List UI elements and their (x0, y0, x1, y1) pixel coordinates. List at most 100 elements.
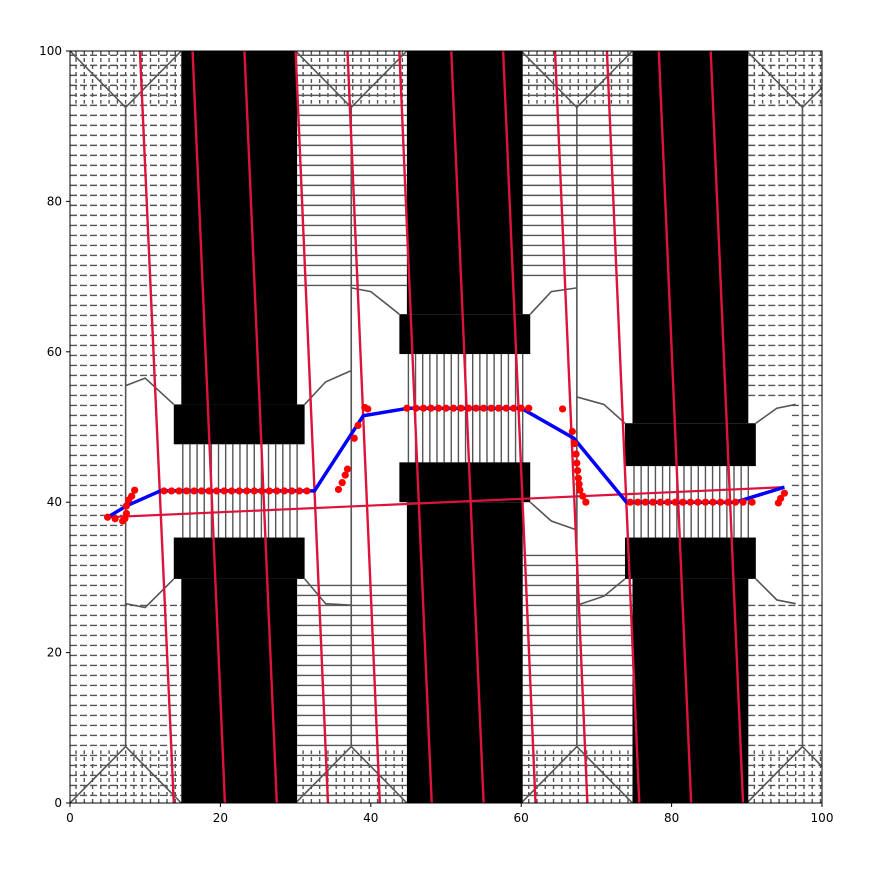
waypoint-marker (334, 485, 343, 494)
waypoint-marker (122, 502, 130, 510)
waypoint-marker (472, 404, 480, 412)
x-tick-label: 40 (363, 811, 378, 825)
waypoint-marker (354, 421, 362, 430)
guide-line (553, 51, 589, 803)
waypoint-marker (350, 434, 358, 442)
waypoint-marker (295, 487, 303, 495)
waypoint-marker (104, 513, 112, 521)
waypoint-marker (160, 487, 168, 495)
obstacle-block (632, 51, 749, 424)
waypoint-marker (748, 498, 756, 506)
obstacle-block (406, 51, 523, 315)
waypoint-marker (131, 486, 139, 494)
obstacle-block (173, 404, 305, 445)
waypoint-marker (303, 487, 311, 495)
waypoint-marker (576, 486, 584, 494)
channel-boundary (304, 578, 352, 607)
waypoint-marker (343, 465, 352, 473)
waypoint-marker (265, 487, 273, 495)
waypoint-marker (228, 487, 236, 495)
waypoint-marker (220, 487, 228, 495)
waypoint-marker (205, 487, 213, 495)
y-tick-label: 0 (54, 796, 62, 810)
obstacle-layer (173, 51, 756, 803)
waypoint-marker (656, 498, 664, 506)
waypoint-marker (701, 498, 710, 506)
waypoint-marker (338, 479, 346, 487)
waypoint-marker (579, 492, 587, 500)
waypoint-marker (190, 487, 198, 495)
hatch-layer (70, 51, 822, 803)
tick-layer: 0 20 40 60 80 100 0 20 40 60 80 100 (39, 44, 833, 825)
guide-line (294, 51, 330, 803)
waypoint-marker (686, 498, 695, 506)
waypoint-marker (434, 404, 443, 412)
waypoint-marker (182, 487, 191, 495)
waypoint-marker (780, 489, 789, 497)
channel-boundary (576, 578, 626, 606)
waypoint-marker (250, 487, 258, 495)
waypoint-marker (403, 404, 411, 412)
obstacle-block (624, 537, 756, 579)
waypoint-marker (575, 480, 583, 488)
waypoint-marker (572, 450, 580, 458)
waypoint-marker (122, 509, 130, 518)
waypoint-marker (273, 487, 281, 495)
y-tick-label: 100 (39, 44, 62, 58)
waypoint-marker (777, 494, 785, 503)
waypoint-marker (525, 404, 533, 412)
guide-line (450, 51, 485, 803)
channel-boundary (125, 377, 175, 406)
waypoint-marker (427, 404, 435, 412)
guide-line (346, 51, 382, 803)
x-tick-label: 20 (213, 811, 228, 825)
waypoint-marker (582, 498, 590, 506)
guide-line (243, 51, 278, 803)
x-tick-label: 0 (66, 811, 74, 825)
guide-line (657, 51, 693, 803)
waypoint-marker (671, 498, 679, 506)
straight-connector-line (107, 486, 785, 519)
waypoint-marker (574, 474, 582, 482)
waypoint-marker (570, 439, 579, 448)
guide-line (398, 51, 433, 803)
obstacle-block (173, 537, 305, 579)
y-tick-label: 80 (47, 194, 62, 208)
guide-line (501, 51, 537, 803)
waypoint-marker (213, 487, 221, 495)
guide-line (191, 51, 227, 803)
obstacle-block (181, 578, 298, 803)
y-tick-label: 20 (47, 646, 62, 660)
x-tick-label: 60 (514, 811, 529, 825)
waypoint-marker (716, 498, 725, 506)
waypoint-marker (731, 498, 740, 506)
channel-boundary (529, 287, 577, 315)
waypoint-marker (510, 404, 518, 412)
waypoint-marker (626, 498, 634, 506)
waypoint-marker (694, 498, 702, 506)
channel-boundary (576, 396, 626, 424)
guide-layer (107, 51, 785, 803)
waypoint-marker (175, 487, 183, 495)
axes-frame (69, 50, 823, 804)
waypoint-marker (464, 404, 473, 412)
channel-boundary (529, 501, 578, 531)
waypoint-marker (574, 467, 582, 475)
waypoint-marker (634, 498, 642, 506)
waypoint-marker (258, 487, 266, 495)
waypoint-marker (449, 404, 458, 412)
waypoint-marker (412, 404, 420, 412)
waypoint-marker (679, 498, 687, 506)
obstacle-block (399, 462, 531, 503)
waypoint-marker (167, 487, 176, 495)
waypoint-marker (442, 404, 450, 412)
obstacle-block (181, 51, 298, 405)
waypoint-marker (558, 405, 567, 413)
y-tick-label: 40 (47, 495, 62, 509)
waypoint-marker (364, 405, 372, 413)
y-tick-label: 60 (47, 345, 62, 359)
waypoint-marker (568, 427, 576, 436)
waypoint-marker (517, 404, 525, 412)
waypoint-marker (243, 487, 251, 495)
